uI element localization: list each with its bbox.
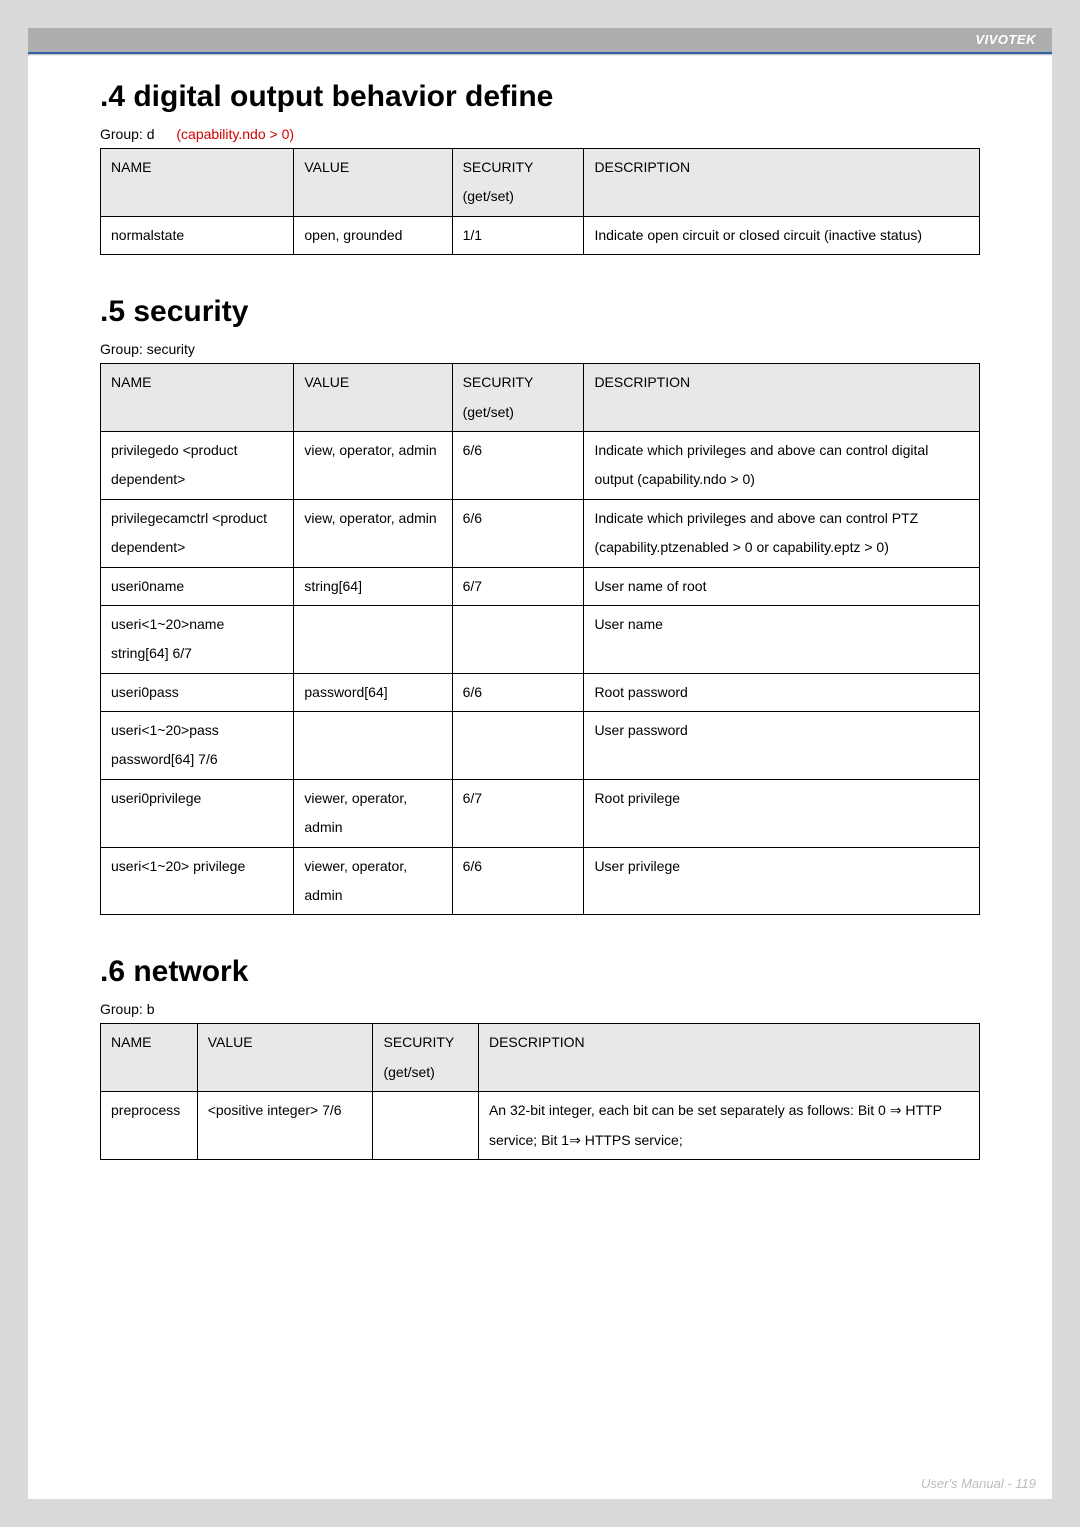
table-row: useri0namestring[64]6/7User name of root: [101, 567, 980, 605]
cell-desc: Root privilege: [584, 779, 980, 847]
cell-desc: Indicate open circuit or closed circuit …: [584, 216, 980, 254]
header-bar: VIVOTEK: [28, 28, 1052, 54]
cell-security: 6/6: [452, 673, 584, 711]
table-header-row: NAME VALUE SECURITY (get/set) DESCRIPTIO…: [101, 1024, 980, 1092]
cell-security: 6/6: [452, 499, 584, 567]
col-security-main: SECURITY: [383, 1034, 454, 1050]
cell-name: useri0privilege: [101, 779, 294, 847]
cell-security: 6/7: [452, 567, 584, 605]
table-row: normalstate open, grounded 1/1 Indicate …: [101, 216, 980, 254]
table-row: preprocess <positive integer> 7/6 An 32-…: [101, 1092, 980, 1160]
table-header-row: NAME VALUE SECURITY (get/set) DESCRIPTIO…: [101, 149, 980, 217]
footer-page-label: User's Manual - 119: [921, 1476, 1036, 1491]
cell-name: normalstate: [101, 216, 294, 254]
section-6-group-line: Group: b: [100, 1001, 980, 1017]
col-description: DESCRIPTION: [584, 149, 980, 217]
cell-name: useri<1~20>pass password[64] 7/6: [101, 712, 294, 780]
section-4-title: .4 digital output behavior define: [100, 80, 980, 114]
col-security: SECURITY (get/set): [452, 364, 584, 432]
section-6-table: NAME VALUE SECURITY (get/set) DESCRIPTIO…: [100, 1023, 980, 1160]
table-row: useri<1~20> privilegeviewer, operator, a…: [101, 847, 980, 915]
section-5-title: .5 security: [100, 295, 980, 329]
cell-desc: User password: [584, 712, 980, 780]
cell-value: <positive integer> 7/6: [197, 1092, 373, 1160]
cell-value: view, operator, admin: [294, 499, 452, 567]
col-name: NAME: [101, 1024, 198, 1092]
cell-value: open, grounded: [294, 216, 452, 254]
col-value: VALUE: [197, 1024, 373, 1092]
cell-name: useri0name: [101, 567, 294, 605]
col-security: SECURITY (get/set): [373, 1024, 478, 1092]
col-name: NAME: [101, 149, 294, 217]
section-5-table: NAME VALUE SECURITY (get/set) DESCRIPTIO…: [100, 363, 980, 915]
cell-name: preprocess: [101, 1092, 198, 1160]
cell-security: [452, 605, 584, 673]
table-row: privilegecamctrl <product dependent>view…: [101, 499, 980, 567]
table-row: useri0privilegeviewer, operator, admin6/…: [101, 779, 980, 847]
col-security-sub: (get/set): [463, 404, 514, 420]
cell-value: string[64]: [294, 567, 452, 605]
cell-value: viewer, operator, admin: [294, 779, 452, 847]
col-value: VALUE: [294, 149, 452, 217]
cell-name: privilegedo <product dependent>: [101, 431, 294, 499]
cell-desc: User name of root: [584, 567, 980, 605]
cell-security: 6/6: [452, 847, 584, 915]
cell-name: privilegecamctrl <product dependent>: [101, 499, 294, 567]
section-5-group-line: Group: security: [100, 341, 980, 357]
page: VIVOTEK .4 digital output behavior defin…: [28, 28, 1052, 1499]
col-security: SECURITY (get/set): [452, 149, 584, 217]
table-row: useri<1~20>name string[64] 6/7 User name: [101, 605, 980, 673]
cell-security: [373, 1092, 478, 1160]
cell-security: 6/7: [452, 779, 584, 847]
cell-desc: User privilege: [584, 847, 980, 915]
cell-value: viewer, operator, admin: [294, 847, 452, 915]
content-area: .4 digital output behavior define Group:…: [28, 56, 1052, 1160]
cell-value: [294, 712, 452, 780]
brand-label: VIVOTEK: [975, 32, 1036, 47]
col-description: DESCRIPTION: [478, 1024, 979, 1092]
col-security-sub: (get/set): [463, 188, 514, 204]
col-value: VALUE: [294, 364, 452, 432]
table-row: useri0passpassword[64]6/6Root password: [101, 673, 980, 711]
cell-value: view, operator, admin: [294, 431, 452, 499]
group-label: Group: d: [100, 126, 154, 142]
cell-value: [294, 605, 452, 673]
section-4-table: NAME VALUE SECURITY (get/set) DESCRIPTIO…: [100, 148, 980, 255]
col-security-sub: (get/set): [383, 1064, 434, 1080]
cell-desc: Root password: [584, 673, 980, 711]
col-name: NAME: [101, 364, 294, 432]
cell-security: 6/6: [452, 431, 584, 499]
cell-desc: Indicate which privileges and above can …: [584, 499, 980, 567]
cell-desc: Indicate which privileges and above can …: [584, 431, 980, 499]
section-6-title: .6 network: [100, 955, 980, 989]
col-security-main: SECURITY: [463, 159, 534, 175]
cell-name: useri0pass: [101, 673, 294, 711]
col-description: DESCRIPTION: [584, 364, 980, 432]
cell-desc: An 32-bit integer, each bit can be set s…: [478, 1092, 979, 1160]
cell-name: useri<1~20> privilege: [101, 847, 294, 915]
cell-security: 1/1: [452, 216, 584, 254]
capability-note: (capability.ndo > 0): [176, 126, 294, 142]
col-security-main: SECURITY: [463, 374, 534, 390]
table-row: useri<1~20>pass password[64] 7/6 User pas…: [101, 712, 980, 780]
section-4-group-line: Group: d (capability.ndo > 0): [100, 126, 980, 142]
cell-desc: User name: [584, 605, 980, 673]
cell-value: password[64]: [294, 673, 452, 711]
cell-name: useri<1~20>name string[64] 6/7: [101, 605, 294, 673]
table-header-row: NAME VALUE SECURITY (get/set) DESCRIPTIO…: [101, 364, 980, 432]
cell-security: [452, 712, 584, 780]
table-row: privilegedo <product dependent>view, ope…: [101, 431, 980, 499]
